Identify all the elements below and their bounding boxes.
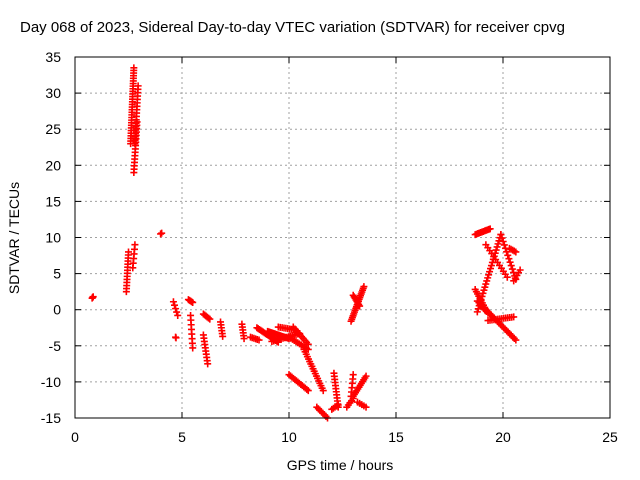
y-tick-label: 20 xyxy=(45,157,61,173)
data-point xyxy=(204,360,212,368)
data-point xyxy=(303,385,311,393)
data-point xyxy=(304,387,312,395)
data-point xyxy=(497,231,505,239)
data-point xyxy=(172,334,180,342)
data-point xyxy=(125,248,132,256)
data-point xyxy=(508,265,516,273)
x-tick-label: 0 xyxy=(71,429,79,445)
data-point xyxy=(131,241,139,249)
data-point xyxy=(334,401,342,409)
data-point xyxy=(171,301,179,309)
data-point xyxy=(172,305,180,313)
data-point xyxy=(500,241,508,249)
data-point xyxy=(507,262,515,270)
data-point xyxy=(304,340,312,348)
y-tick-label: 35 xyxy=(45,49,61,65)
data-point xyxy=(134,82,142,90)
data-point xyxy=(484,309,492,317)
data-point xyxy=(360,283,368,291)
x-tick-label: 20 xyxy=(495,429,511,445)
data-point xyxy=(255,336,263,344)
y-tick-label: 0 xyxy=(53,302,61,318)
data-points xyxy=(88,64,524,422)
data-point xyxy=(130,64,138,72)
axis-ticks xyxy=(74,56,611,419)
y-tick-label: 30 xyxy=(45,85,61,101)
data-point xyxy=(173,308,181,316)
data-point xyxy=(356,302,364,310)
data-point xyxy=(503,273,511,281)
data-point xyxy=(205,314,213,322)
data-point xyxy=(349,371,357,379)
data-point xyxy=(206,315,214,323)
x-axis-label: GPS time / hours xyxy=(287,457,394,473)
data-point xyxy=(169,298,177,306)
x-tick-labels: 0 5 10 15 20 25 xyxy=(71,429,618,445)
data-point xyxy=(158,229,166,237)
data-point xyxy=(189,344,197,352)
data-point xyxy=(174,311,182,319)
y-axis-label: SDTVAR / TECUs xyxy=(6,182,22,294)
data-point xyxy=(506,258,514,266)
y-tick-label: 5 xyxy=(53,266,61,282)
x-tick-label: 25 xyxy=(602,429,618,445)
data-point xyxy=(319,387,327,395)
data-point xyxy=(362,403,370,411)
data-point xyxy=(512,336,520,344)
y-tick-label: -15 xyxy=(41,410,61,426)
chart-title: Day 068 of 2023, Sidereal Day-to-day VTE… xyxy=(20,19,565,36)
data-point xyxy=(362,372,370,380)
data-point xyxy=(505,255,513,263)
data-point xyxy=(498,234,506,242)
data-point xyxy=(504,251,512,259)
x-tick-label: 5 xyxy=(178,429,186,445)
y-tick-label: -10 xyxy=(41,374,61,390)
y-tick-label: 25 xyxy=(45,121,61,137)
data-point xyxy=(189,298,197,306)
y-tick-label: 10 xyxy=(45,230,61,246)
x-tick-label: 15 xyxy=(388,429,404,445)
y-tick-labels: -15 -10 -5 0 5 10 15 20 25 30 35 xyxy=(41,49,61,426)
data-point xyxy=(516,266,524,274)
data-point xyxy=(486,225,494,233)
data-point xyxy=(89,293,97,301)
data-point xyxy=(240,335,248,343)
data-point xyxy=(219,332,227,340)
data-point xyxy=(512,248,520,256)
data-point xyxy=(499,237,507,245)
y-tick-label: 15 xyxy=(45,193,61,209)
data-point xyxy=(510,313,518,321)
x-tick-label: 10 xyxy=(281,429,297,445)
y-tick-label: -5 xyxy=(49,338,62,354)
grid-lines xyxy=(75,57,610,418)
